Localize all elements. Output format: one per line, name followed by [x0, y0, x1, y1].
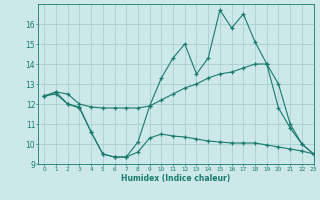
- X-axis label: Humidex (Indice chaleur): Humidex (Indice chaleur): [121, 174, 231, 183]
